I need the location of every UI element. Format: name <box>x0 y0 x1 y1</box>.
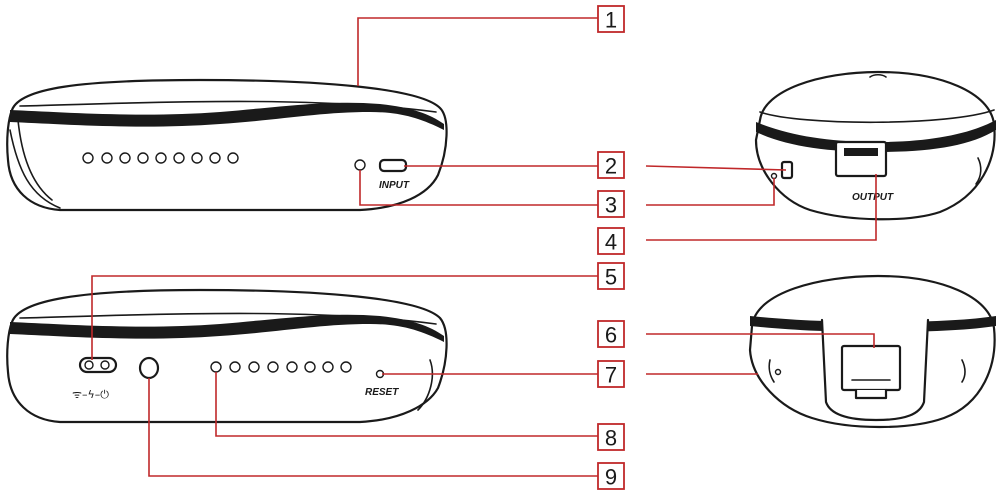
top-dimple <box>869 73 887 78</box>
battery-led <box>227 152 239 164</box>
leader-line-4 <box>646 174 877 241</box>
side-view-input: INPUT <box>6 78 448 212</box>
battery-led <box>248 361 260 373</box>
callout-4: 4 <box>597 227 625 255</box>
battery-led <box>322 361 334 373</box>
battery-led <box>137 152 149 164</box>
callout-number: 9 <box>605 465 617 490</box>
leader-line-8 <box>215 372 598 437</box>
usb-a-output-port <box>834 140 888 178</box>
battery-led <box>209 152 221 164</box>
battery-led <box>173 152 185 164</box>
leader-line-6 <box>646 333 875 348</box>
rj45-latch <box>854 388 888 400</box>
battery-led <box>210 361 222 373</box>
battery-led <box>82 152 94 164</box>
battery-led <box>229 361 241 373</box>
mode-switch-icons: ᯤ–ϟ–⏻ <box>72 388 109 401</box>
leader-line-2 <box>645 165 787 171</box>
battery-led <box>101 152 113 164</box>
input-label: INPUT <box>379 180 410 191</box>
status-indicator-hole <box>354 159 366 171</box>
leader-line-9 <box>148 378 598 477</box>
callout-number: 3 <box>605 193 617 218</box>
callout-2: 2 <box>597 151 625 179</box>
callout-number: 5 <box>605 265 617 290</box>
callout-9: 9 <box>597 462 625 490</box>
battery-led-row <box>82 152 239 164</box>
device-side-curve <box>9 129 61 209</box>
mode-switch <box>78 356 118 374</box>
callout-number: 7 <box>605 363 617 388</box>
end-view-output: OUTPUT <box>754 70 996 221</box>
power-button <box>138 356 160 380</box>
callout-number: 2 <box>605 154 617 179</box>
device-rim-line <box>19 100 437 113</box>
leader-line-3 <box>646 178 775 206</box>
battery-led <box>155 152 167 164</box>
callout-3: 3 <box>597 190 625 218</box>
callout-number: 6 <box>605 323 617 348</box>
device-seam-band <box>756 120 996 152</box>
leader-line-3 <box>359 170 598 206</box>
battery-led <box>304 361 316 373</box>
rj45-ethernet-port <box>840 344 902 392</box>
callout-number: 8 <box>605 426 617 451</box>
device-body-bottom-left <box>6 288 448 424</box>
callout-5: 5 <box>597 262 625 290</box>
callout-number: 1 <box>605 8 617 33</box>
battery-led <box>340 361 352 373</box>
device-seam-band <box>10 314 444 342</box>
output-label: OUTPUT <box>852 192 894 203</box>
battery-led <box>267 361 279 373</box>
leader-lines <box>91 17 877 477</box>
battery-led-row <box>210 361 352 373</box>
reset-label: RESET <box>365 387 399 398</box>
device-seam-band <box>10 102 444 130</box>
side-view-switch: ᯤ–ϟ–⏻ RESET <box>6 288 448 424</box>
battery-led <box>191 152 203 164</box>
callout-6: 6 <box>597 320 625 348</box>
leader-line-5 <box>91 275 598 360</box>
leader-line-1 <box>357 17 598 86</box>
callout-number: 4 <box>605 230 617 255</box>
callout-8: 8 <box>597 423 625 451</box>
battery-led <box>286 361 298 373</box>
callout-7: 7 <box>597 360 625 388</box>
micro-usb-input-port <box>378 158 408 173</box>
battery-led <box>119 152 131 164</box>
callout-1: 1 <box>597 5 625 33</box>
end-view-ethernet <box>748 274 996 429</box>
